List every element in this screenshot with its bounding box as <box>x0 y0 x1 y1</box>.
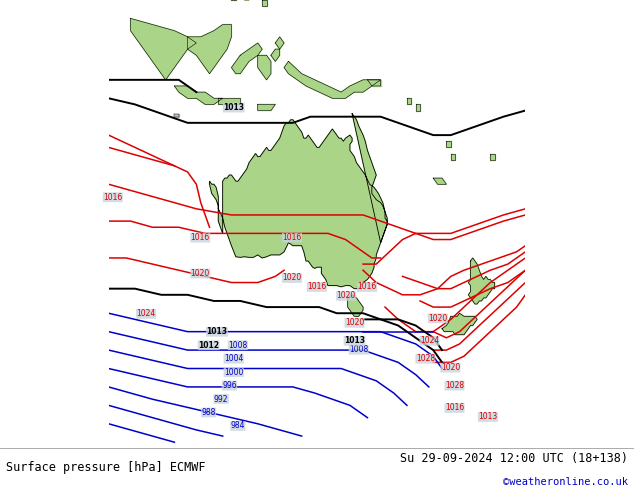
Text: 1016: 1016 <box>191 233 210 242</box>
Polygon shape <box>407 98 411 104</box>
Polygon shape <box>446 141 451 147</box>
Text: 1013: 1013 <box>478 413 498 421</box>
Polygon shape <box>275 37 284 49</box>
Text: 984: 984 <box>231 421 245 430</box>
Text: 1008: 1008 <box>349 345 368 354</box>
Text: 1008: 1008 <box>228 341 247 350</box>
Polygon shape <box>442 313 477 335</box>
Text: 1020: 1020 <box>428 314 448 323</box>
Text: 1024: 1024 <box>136 309 156 318</box>
Text: 1020: 1020 <box>345 318 364 327</box>
Text: 1028: 1028 <box>445 381 464 390</box>
Text: 1013: 1013 <box>223 103 244 112</box>
Polygon shape <box>218 98 240 104</box>
Text: 1013: 1013 <box>207 327 228 336</box>
Polygon shape <box>451 153 455 160</box>
Polygon shape <box>433 178 446 184</box>
Polygon shape <box>258 55 271 80</box>
Text: 1000: 1000 <box>224 368 243 377</box>
Polygon shape <box>209 114 387 289</box>
Polygon shape <box>131 19 197 80</box>
Polygon shape <box>347 295 363 317</box>
Text: ©weatheronline.co.uk: ©weatheronline.co.uk <box>503 477 628 487</box>
Text: 988: 988 <box>202 408 216 417</box>
Text: 1020: 1020 <box>441 363 460 372</box>
Polygon shape <box>284 61 380 98</box>
Polygon shape <box>262 0 266 6</box>
Polygon shape <box>258 104 275 111</box>
Polygon shape <box>231 43 262 74</box>
Text: 1013: 1013 <box>344 336 365 345</box>
Text: 1020: 1020 <box>282 273 302 282</box>
Text: 1028: 1028 <box>416 354 435 363</box>
Text: 1012: 1012 <box>198 341 219 350</box>
Text: 992: 992 <box>214 394 228 404</box>
Text: 1020: 1020 <box>337 292 356 300</box>
Text: 1016: 1016 <box>358 282 377 292</box>
Polygon shape <box>174 86 223 104</box>
Text: Surface pressure [hPa] ECMWF: Surface pressure [hPa] ECMWF <box>6 461 206 474</box>
Text: 1024: 1024 <box>420 336 439 345</box>
Text: Su 29-09-2024 12:00 UTC (18+138): Su 29-09-2024 12:00 UTC (18+138) <box>399 452 628 466</box>
Polygon shape <box>174 114 179 117</box>
Polygon shape <box>469 258 495 304</box>
Text: 1016: 1016 <box>445 403 464 413</box>
Polygon shape <box>490 153 495 160</box>
Polygon shape <box>188 24 231 74</box>
Polygon shape <box>416 104 420 111</box>
Text: 996: 996 <box>222 381 236 390</box>
Polygon shape <box>368 80 380 86</box>
Text: 1016: 1016 <box>307 282 327 292</box>
Text: 1004: 1004 <box>224 354 243 363</box>
Polygon shape <box>271 49 280 61</box>
Text: 1016: 1016 <box>282 233 302 242</box>
Text: 1016: 1016 <box>103 193 122 202</box>
Text: 1020: 1020 <box>191 269 210 278</box>
